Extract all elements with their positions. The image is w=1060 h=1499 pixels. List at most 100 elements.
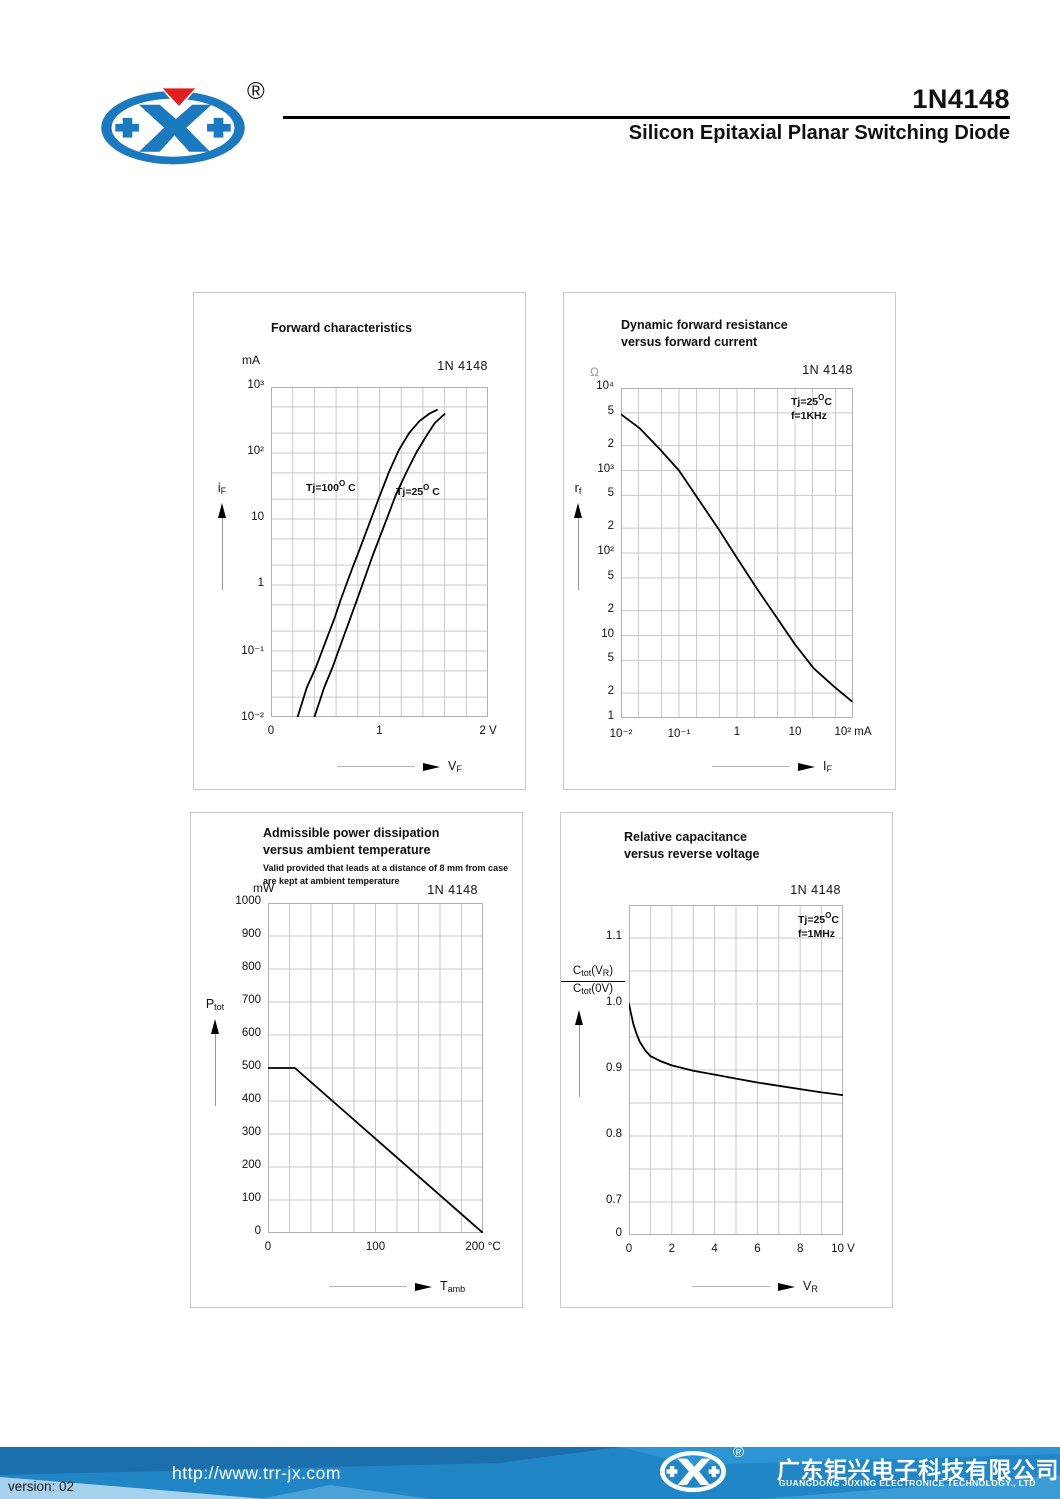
y-tick-label: 0 bbox=[254, 1225, 261, 1237]
plot-area bbox=[268, 903, 483, 1233]
x-tick-label: 0 bbox=[625, 1243, 633, 1255]
page-title: 1N4148 bbox=[912, 84, 1010, 114]
x-axis-label: IF bbox=[712, 759, 832, 774]
y-tick-label: 10 bbox=[601, 627, 614, 640]
y-tick-label: 0.7 bbox=[606, 1194, 622, 1206]
y-axis-arrow bbox=[561, 1003, 597, 1097]
x-tick-label: 1 bbox=[733, 726, 741, 738]
gridlines bbox=[621, 388, 853, 718]
plot-border bbox=[629, 905, 843, 1235]
x-axis-label: VR bbox=[692, 1279, 818, 1294]
x-tick-label: 10 V bbox=[831, 1243, 855, 1255]
x-tick-label: 2 V bbox=[479, 725, 497, 737]
y-tick-label: 2 bbox=[607, 437, 614, 450]
plot-border bbox=[271, 387, 488, 717]
up-arrow-icon bbox=[211, 1019, 219, 1034]
y-tick-label: 10³ bbox=[597, 462, 614, 475]
x-tick-label: 0 bbox=[264, 1241, 272, 1253]
curve bbox=[313, 413, 446, 717]
chart-title: Relative capacitance versus reverse volta… bbox=[624, 830, 760, 861]
x-tick-label: 10² mA bbox=[834, 726, 872, 738]
right-arrow-icon bbox=[778, 1282, 795, 1291]
device-label: 1N 4148 bbox=[790, 883, 841, 897]
y-tick-label: 10⁴ bbox=[596, 380, 614, 392]
y-tick-label: 10⁻² bbox=[241, 711, 264, 723]
plot-area bbox=[271, 387, 488, 717]
chart-title: Forward characteristics bbox=[271, 321, 413, 335]
y-tick-label: 1.0 bbox=[606, 996, 622, 1008]
x-tick-label: 10 bbox=[788, 726, 802, 738]
plot-area bbox=[629, 905, 843, 1235]
y-tick-label: 2 bbox=[607, 602, 614, 615]
x-tick-label: 6 bbox=[754, 1243, 761, 1255]
y-tick-label: 800 bbox=[241, 961, 261, 973]
device-label: 1N 4148 bbox=[427, 883, 478, 897]
footer-registered-mark: ® bbox=[733, 1444, 745, 1461]
y-tick-label: 0 bbox=[615, 1227, 622, 1239]
company-name-en: GUANGDONG JUXING ELECTRONICE TECHNOLOGY.… bbox=[779, 1478, 1036, 1488]
x-tick-label: 0 bbox=[267, 725, 275, 737]
y-tick-label: 1.1 bbox=[606, 930, 622, 942]
x-tick-label: 200 °C bbox=[465, 1241, 501, 1253]
y-tick-label: 10² bbox=[597, 545, 614, 557]
page-subtitle: Silicon Epitaxial Planar Switching Diode bbox=[628, 122, 1010, 144]
version-label: version: 02 bbox=[8, 1479, 75, 1494]
x-axis-label: Tamb bbox=[329, 1279, 465, 1294]
chart-title: Admissible power dissipation versus ambie… bbox=[263, 826, 440, 857]
x-tick-label: 100 bbox=[365, 1241, 386, 1253]
y-tick-label: 1 bbox=[607, 710, 614, 722]
y-axis-label: Ptot bbox=[197, 997, 233, 1106]
y-tick-label: 200 bbox=[241, 1159, 261, 1171]
plot-border bbox=[621, 388, 853, 718]
chart-panel-forward-characteristics: Forward characteristics mA 1N 4148 Tj=10… bbox=[193, 292, 526, 790]
curve bbox=[629, 1003, 843, 1097]
y-tick-label: 10 bbox=[251, 511, 264, 523]
plot-area bbox=[621, 388, 853, 718]
curve bbox=[621, 413, 853, 703]
chart-subtitle: Valid provided that leads at a distance … bbox=[263, 863, 509, 886]
device-label: 1N 4148 bbox=[437, 359, 488, 373]
y-tick-label: 10³ bbox=[247, 379, 264, 391]
y-tick-label: 5 bbox=[607, 404, 614, 417]
up-arrow-icon bbox=[218, 503, 226, 518]
y-tick-label: 2 bbox=[607, 685, 614, 698]
company-name-cn: 广东钜兴电子科技有限公司 bbox=[777, 1457, 1059, 1483]
y-axis-label: iF bbox=[204, 481, 240, 590]
y-tick-label: 600 bbox=[241, 1027, 261, 1039]
x-tick-label: 10⁻¹ bbox=[667, 728, 691, 740]
y-tick-label: 1 bbox=[257, 577, 264, 589]
y-axis-label: Ctot(VR) Ctot(0V) bbox=[561, 965, 625, 998]
title-rule bbox=[283, 116, 1010, 119]
y-tick-label: 500 bbox=[241, 1060, 261, 1072]
conditions-annotation: Tj=25OC f=1MHz bbox=[798, 911, 839, 940]
fraction-bar bbox=[561, 981, 625, 982]
x-tick-label: 8 bbox=[796, 1243, 804, 1255]
y-tick-label: 900 bbox=[241, 928, 261, 940]
chart-panel-dynamic-forward-resistance: Dynamic forward resistance versus forward… bbox=[563, 292, 896, 790]
footer-logo bbox=[659, 1447, 727, 1493]
company-logo bbox=[99, 85, 247, 166]
y-unit-label: mA bbox=[242, 353, 260, 367]
chart-title: Dynamic forward resistance versus forward… bbox=[621, 318, 788, 349]
right-arrow-icon bbox=[798, 762, 815, 771]
x-axis-label: VF bbox=[337, 759, 462, 774]
chart-panel-power-dissipation: Admissible power dissipation versus ambie… bbox=[190, 812, 523, 1308]
curve-label-100c: Tj=100O C bbox=[306, 479, 356, 494]
gridlines bbox=[271, 387, 488, 717]
curve-label-25c: Tj=25O C bbox=[396, 483, 440, 498]
y-tick-label: 1000 bbox=[235, 895, 261, 907]
x-tick-label: 2 bbox=[668, 1243, 675, 1255]
footer-band bbox=[0, 1447, 1060, 1499]
site-url[interactable]: http://www.trr-jx.com bbox=[172, 1463, 341, 1483]
conditions-annotation: Tj=25OC f=1KHz bbox=[791, 393, 832, 422]
curve bbox=[296, 408, 438, 717]
x-tick-label: 4 bbox=[711, 1243, 718, 1255]
y-tick-label: 5 bbox=[607, 569, 614, 582]
x-tick-label: 10⁻² bbox=[609, 728, 633, 740]
up-arrow-icon bbox=[574, 503, 582, 518]
y-axis-label: rf bbox=[560, 481, 596, 590]
y-tick-label: 5 bbox=[607, 652, 614, 665]
y-tick-label: 300 bbox=[241, 1126, 261, 1138]
right-arrow-icon bbox=[423, 762, 440, 771]
